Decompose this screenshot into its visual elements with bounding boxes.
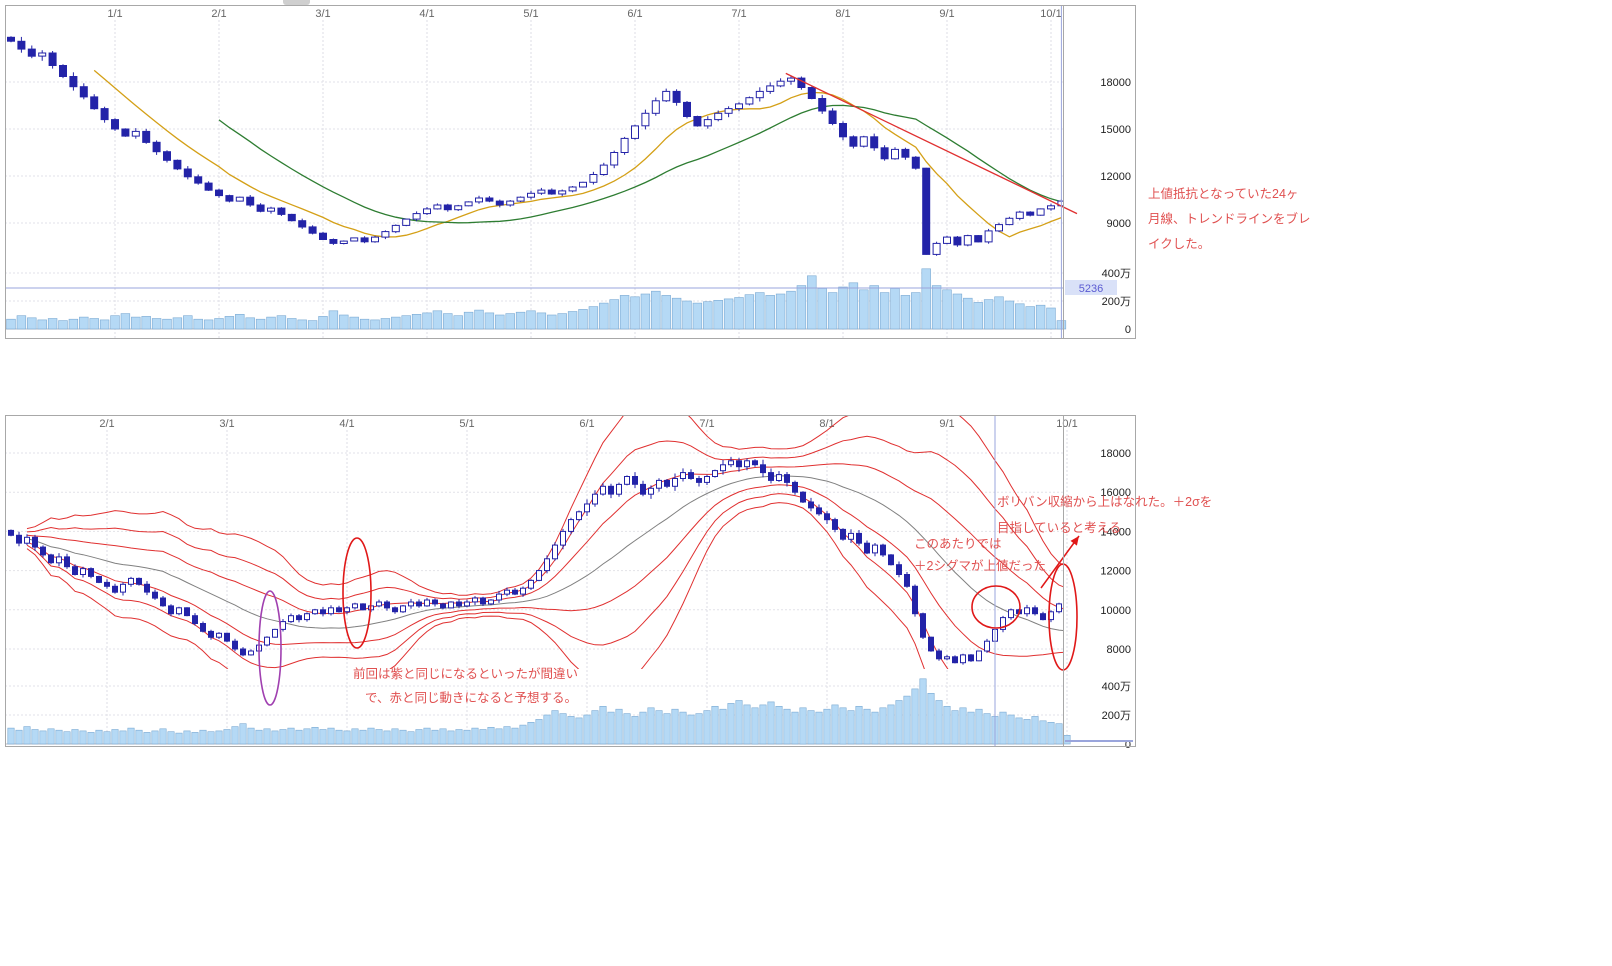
month-label: 5/1 (459, 418, 474, 430)
month-label: 7/1 (731, 8, 746, 20)
note-line: 上値抵抗となっていた24ヶ (1148, 187, 1299, 201)
note-line: このあたりでは (914, 537, 1002, 551)
price-chart-canvas: 1/1 2/1 3/1 4/1 5/1 6/1 7/1 8/1 9/1 10/1 18000 1500… (5, 5, 1136, 339)
volume-tick-label: 200万 (1102, 710, 1131, 722)
trendline-break-note: 上値抵抗となっていた24ヶ 月線、トレンドラインをブレ イクした。 (1148, 182, 1311, 257)
price-tick-label: 15000 (1100, 124, 1131, 136)
bollinger-breakout-note: ボリバン収縮から上はなれた。＋2σを 目指していると考える (997, 489, 1212, 541)
red-ellipse-april-squeeze (342, 537, 372, 649)
month-label: 2/1 (99, 418, 114, 430)
price-tick-label: 12000 (1100, 171, 1131, 183)
grid: 2/1 3/1 4/1 5/1 6/1 7/1 8/1 9/1 10/1 18000 16000 14… (5, 418, 1131, 751)
cropped-ui-fragment (283, 0, 310, 5)
month-label: 3/1 (315, 8, 330, 20)
price-tick-label: 14000 (1100, 526, 1131, 538)
volume-tick-label: 0 (1125, 324, 1131, 336)
breakout-arrow (1040, 535, 1080, 589)
note-line: 目指していると考える (997, 521, 1122, 535)
cursor-volume-value: 5236 (1079, 283, 1103, 295)
month-label: 1/1 (107, 8, 122, 20)
note-line: ＋2シグマが上値だった (914, 559, 1046, 573)
month-label: 9/1 (939, 418, 954, 430)
note-line: ボリバン収縮から上はなれた。＋2σを (997, 495, 1213, 509)
volume-tick-label: 400万 (1102, 268, 1131, 280)
volume-tick-label: 0 (1125, 739, 1131, 751)
month-label: 5/1 (523, 8, 538, 20)
month-label: 10/1 (1056, 418, 1077, 430)
month-label: 9/1 (939, 8, 954, 20)
price-tick-label: 10000 (1100, 605, 1131, 617)
price-tick-label: 18000 (1100, 77, 1131, 89)
volume-tick-label: 400万 (1102, 681, 1131, 693)
red-ellipse-september-recovery (971, 585, 1021, 629)
note-line: イクした。 (1148, 237, 1211, 251)
price-tick-label: 9000 (1107, 218, 1131, 230)
crosshair-cursor: 5236 (5, 5, 1117, 338)
month-label: 10/1 (1040, 8, 1061, 20)
month-label: 8/1 (835, 8, 850, 20)
trendline (785, 72, 1078, 215)
sigma-resistance-note: このあたりでは ＋2シグマが上値だった (914, 533, 1046, 577)
month-label: 6/1 (627, 8, 642, 20)
moving-average-line (218, 104, 1062, 224)
volume-bars (6, 268, 1067, 330)
month-label: 3/1 (219, 418, 234, 430)
month-label: 2/1 (211, 8, 226, 20)
purple-ellipse-march-bottom (258, 590, 282, 706)
candlesticks (7, 36, 1063, 256)
note-line: 月線、トレンドラインをブレ (1148, 212, 1311, 226)
price-tick-label: 16000 (1100, 487, 1131, 499)
price-tick-label: 12000 (1100, 566, 1131, 578)
monthly-price-chart[interactable]: 1/1 2/1 3/1 4/1 5/1 6/1 7/1 8/1 9/1 10/1 18000 1500… (5, 5, 1136, 353)
forecast-note: 前回は紫と同じになるといったが間違い で、赤と同じ動きになると予想する。 (353, 662, 578, 710)
note-line: で、赤と同じ動きになると予想する。 (365, 691, 578, 705)
moving-average-line (93, 69, 1062, 238)
candlesticks (8, 456, 1062, 665)
month-label: 7/1 (699, 418, 714, 430)
month-label: 4/1 (339, 418, 354, 430)
price-tick-label: 8000 (1107, 644, 1131, 656)
volume-tick-label: 200万 (1102, 296, 1131, 308)
month-label: 8/1 (819, 418, 834, 430)
bollinger-chart-canvas: 2/1 3/1 4/1 5/1 6/1 7/1 8/1 9/1 10/1 18000 16000 14… (5, 415, 1136, 751)
note-line: 前回は紫と同じになるといったが間違い (353, 667, 579, 681)
crosshair-cursor (994, 415, 1133, 746)
bollinger-band-chart[interactable]: 2/1 3/1 4/1 5/1 6/1 7/1 8/1 9/1 10/1 18000 16000 14… (5, 415, 1136, 755)
month-label: 4/1 (419, 8, 434, 20)
month-label: 6/1 (579, 418, 594, 430)
price-tick-label: 18000 (1100, 448, 1131, 460)
